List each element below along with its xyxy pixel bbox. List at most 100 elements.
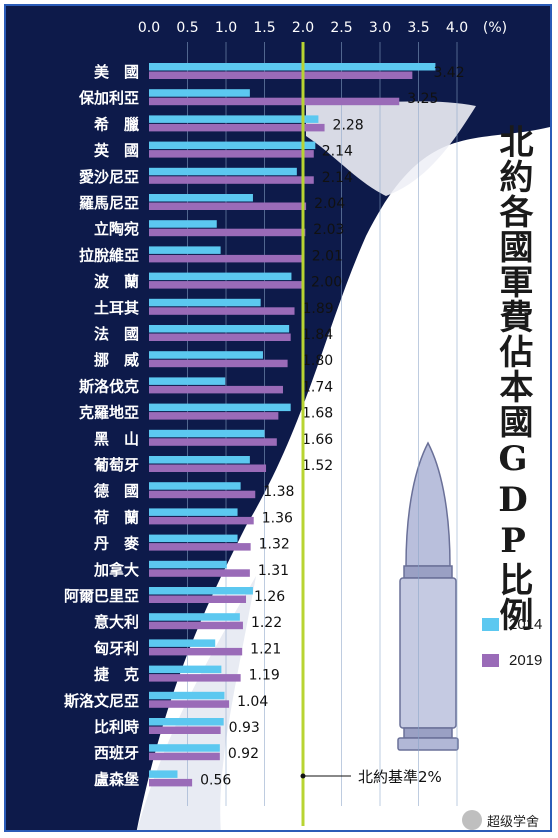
reference-line-label: 北約基準2% bbox=[358, 768, 442, 786]
value-label: 1.22 bbox=[251, 615, 282, 631]
legend-swatch-2019 bbox=[482, 653, 499, 667]
bar-2019 bbox=[149, 752, 220, 761]
category-label: 波 蘭 bbox=[94, 273, 139, 291]
value-label: 2.03 bbox=[313, 222, 344, 238]
bar-2014 bbox=[149, 141, 316, 150]
category-label: 德 國 bbox=[94, 482, 139, 500]
value-label: 1.38 bbox=[263, 484, 294, 500]
bar-2019 bbox=[149, 254, 304, 263]
bar-2019 bbox=[149, 281, 303, 289]
value-labels: 3.42 3.25 2.28 2.14 2.14 2.04 2.03 2.01 2.00 1.89… bbox=[200, 65, 464, 788]
category-label: 西班牙 bbox=[94, 744, 139, 762]
x-axis-unit: (%) bbox=[483, 20, 507, 36]
chart-frame: 0.0 0.5 1.0 1.5 2.0 2.5 3.0 3.5 4.0 (%) 美 國保加利亞希 … bbox=[4, 4, 552, 832]
bar-2019 bbox=[149, 359, 288, 368]
bar-2014 bbox=[149, 167, 297, 176]
bar-2014 bbox=[149, 220, 217, 228]
value-label: 2.14 bbox=[322, 170, 353, 186]
bar-2019 bbox=[149, 123, 325, 132]
category-label: 愛沙尼亞 bbox=[79, 168, 139, 186]
value-label: 3.25 bbox=[407, 91, 438, 107]
bar-2014 bbox=[149, 718, 224, 726]
bar-2019 bbox=[149, 333, 291, 341]
category-label: 阿爾巴里亞 bbox=[64, 587, 139, 605]
value-label: 1.26 bbox=[254, 589, 285, 605]
value-label: 1.21 bbox=[250, 641, 281, 657]
bar-2014 bbox=[149, 246, 221, 254]
bar-2014 bbox=[149, 456, 250, 464]
category-label: 立陶宛 bbox=[94, 220, 139, 238]
bar-2014 bbox=[149, 560, 227, 569]
bar-2014 bbox=[149, 403, 291, 412]
bar-2014 bbox=[149, 325, 290, 333]
x-tick-label: 0.5 bbox=[176, 20, 198, 36]
bar-2014 bbox=[149, 377, 226, 385]
bar-2014 bbox=[149, 272, 292, 281]
category-label: 土耳其 bbox=[94, 299, 139, 317]
legend-label-2014: 2014 bbox=[509, 615, 543, 633]
x-tick-label: 3.5 bbox=[407, 20, 429, 36]
legend-swatch-2014 bbox=[482, 617, 499, 631]
legend-label-2019: 2019 bbox=[509, 651, 543, 669]
x-tick-label: 2.5 bbox=[330, 20, 352, 36]
category-label: 斯洛文尼亞 bbox=[64, 692, 139, 710]
watermark: 超级学舍 bbox=[462, 810, 539, 830]
value-label: 2.04 bbox=[314, 196, 345, 212]
bar-2014 bbox=[149, 744, 220, 752]
category-label: 荷 蘭 bbox=[94, 508, 139, 526]
bar-2019 bbox=[149, 516, 254, 525]
value-label: 1.32 bbox=[259, 537, 290, 553]
reference-leader-dot bbox=[300, 773, 306, 779]
category-label: 捷 克 bbox=[94, 666, 139, 684]
x-tick-label: 2.0 bbox=[292, 20, 314, 36]
bar-2014 bbox=[149, 639, 216, 647]
category-label: 羅馬尼亞 bbox=[79, 194, 139, 212]
value-label: 1.52 bbox=[302, 458, 333, 474]
category-label: 丹 麥 bbox=[94, 535, 140, 553]
x-tick-label: 0.0 bbox=[138, 20, 160, 36]
x-tick-label: 3.0 bbox=[369, 20, 391, 36]
bar-2019 bbox=[149, 726, 221, 734]
category-label: 加拿大 bbox=[93, 561, 139, 579]
bar-2014 bbox=[149, 89, 250, 97]
value-label: 1.31 bbox=[258, 563, 289, 579]
legend-item-2014: 2014 bbox=[482, 606, 542, 642]
category-label: 拉脫維亞 bbox=[79, 246, 139, 264]
value-label: 1.89 bbox=[303, 301, 334, 317]
value-label: 1.84 bbox=[302, 327, 333, 343]
bar-2014 bbox=[149, 508, 238, 516]
category-label: 匈牙利 bbox=[94, 639, 139, 657]
value-label: 0.56 bbox=[200, 772, 231, 788]
legend: 2014 2019 bbox=[482, 606, 542, 678]
value-label: 0.93 bbox=[229, 720, 260, 736]
wechat-icon bbox=[462, 810, 482, 830]
bar-2019 bbox=[149, 150, 314, 158]
x-axis-ticks: 0.0 0.5 1.0 1.5 2.0 2.5 3.0 3.5 4.0 (%) bbox=[138, 20, 507, 36]
bar-2014 bbox=[149, 194, 253, 202]
bar-2019 bbox=[149, 674, 241, 682]
x-tick-label: 4.0 bbox=[446, 20, 468, 36]
bar-2019 bbox=[149, 778, 193, 787]
legend-item-2019: 2019 bbox=[482, 642, 542, 678]
bar-2019 bbox=[149, 228, 306, 237]
category-label: 法 國 bbox=[94, 325, 139, 343]
category-label: 比利時 bbox=[94, 718, 139, 736]
bar-2019 bbox=[149, 176, 314, 184]
category-label: 英 國 bbox=[94, 142, 139, 160]
value-label: 2.00 bbox=[311, 275, 342, 291]
paper-curl-top bbox=[306, 101, 476, 196]
bar-2019 bbox=[149, 490, 256, 499]
value-label: 3.42 bbox=[433, 65, 464, 81]
bar-2014 bbox=[149, 691, 225, 700]
bar-2014 bbox=[149, 613, 240, 621]
value-label: 1.74 bbox=[302, 379, 333, 395]
value-label: 1.19 bbox=[249, 668, 280, 684]
bullet-icon bbox=[397, 441, 459, 751]
bar-2019 bbox=[149, 647, 243, 656]
bar-2014 bbox=[149, 534, 238, 543]
bar-2014 bbox=[149, 115, 319, 123]
bar-2019 bbox=[149, 700, 230, 708]
category-label: 意大利 bbox=[94, 613, 139, 631]
bar-2019 bbox=[149, 464, 267, 472]
